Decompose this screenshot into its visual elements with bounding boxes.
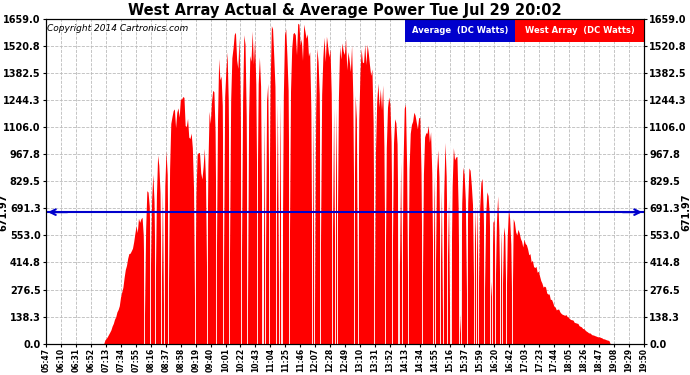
Text: 671.97: 671.97	[682, 194, 690, 231]
Text: Average  (DC Watts): Average (DC Watts)	[412, 26, 509, 35]
Text: Copyright 2014 Cartronics.com: Copyright 2014 Cartronics.com	[48, 24, 189, 33]
Text: 671.97: 671.97	[0, 194, 8, 231]
Text: West Array  (DC Watts): West Array (DC Watts)	[524, 26, 634, 35]
FancyBboxPatch shape	[515, 19, 644, 42]
FancyBboxPatch shape	[405, 19, 515, 42]
Title: West Array Actual & Average Power Tue Jul 29 20:02: West Array Actual & Average Power Tue Ju…	[128, 3, 562, 18]
